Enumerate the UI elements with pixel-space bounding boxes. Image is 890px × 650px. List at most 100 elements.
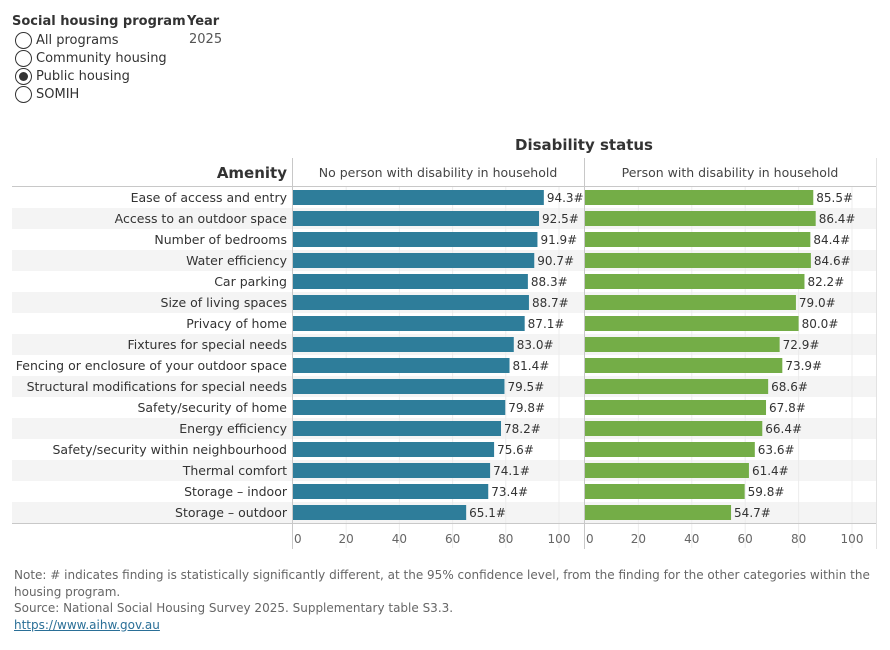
footer: Note: # indicates finding is statistical… [14, 567, 876, 633]
radio-button[interactable] [15, 31, 32, 49]
program-option-label: Community housing [36, 50, 167, 66]
category-label: Storage – indoor [184, 484, 288, 499]
program-option[interactable]: Community housing [12, 49, 186, 67]
data-label: 78.2# [504, 422, 541, 436]
data-label: 61.4# [752, 464, 789, 478]
data-label: 82.2# [807, 275, 844, 289]
program-option[interactable]: All programs [12, 31, 186, 49]
bar [585, 484, 745, 499]
program-option[interactable]: Public housing [12, 67, 186, 85]
data-label: 67.8# [769, 401, 806, 415]
bar [293, 211, 540, 226]
category-label: Energy efficiency [179, 421, 287, 436]
bar [585, 463, 749, 478]
footer-note: Note: # indicates finding is statistical… [14, 568, 870, 599]
data-label: 79.8# [508, 401, 545, 415]
data-label: 88.7# [532, 296, 569, 310]
data-label: 72.9# [783, 338, 820, 352]
radio-button[interactable] [15, 67, 32, 85]
data-label: 94.3# [547, 191, 584, 205]
bar [293, 484, 489, 499]
category-label: Car parking [214, 274, 287, 289]
data-label: 84.4# [813, 233, 850, 247]
bar [585, 274, 805, 289]
x-tick-label: 20 [631, 532, 646, 546]
data-label: 80.0# [802, 317, 839, 331]
category-label: Water efficiency [186, 253, 288, 268]
amenity-bar-chart: Disability status Amenity No person with d… [12, 136, 877, 549]
program-filter-title: Social housing program [12, 14, 186, 29]
radio-button[interactable] [15, 85, 32, 103]
data-label: 65.1# [469, 506, 506, 520]
data-label: 81.4# [513, 359, 550, 373]
data-label: 63.6# [758, 443, 795, 457]
data-label: 83.0# [517, 338, 554, 352]
year-filter-title: Year [187, 14, 220, 29]
data-label: 84.6# [814, 254, 851, 268]
bar [585, 400, 767, 415]
data-label: 91.9# [540, 233, 577, 247]
bar [585, 421, 763, 436]
bar [293, 190, 544, 205]
category-label: Fencing or enclosure of your outdoor spa… [16, 358, 288, 373]
bar [293, 253, 535, 268]
x-tick-label: 80 [498, 532, 513, 546]
year-value[interactable]: 2025 [189, 32, 223, 47]
program-option-label: SOMIH [36, 86, 80, 102]
category-label: Structural modifications for special nee… [27, 379, 287, 394]
x-tick-label: 0 [586, 532, 594, 546]
program-option[interactable]: SOMIH [12, 85, 186, 103]
bar [293, 358, 510, 373]
data-label: 92.5# [542, 212, 579, 226]
data-label: 88.3# [531, 275, 568, 289]
category-label: Safety/security of home [137, 400, 287, 415]
program-option-label: All programs [36, 32, 119, 48]
data-label: 85.5# [816, 191, 853, 205]
bar [293, 316, 525, 331]
x-tick-label: 40 [684, 532, 699, 546]
data-label: 66.4# [765, 422, 802, 436]
radio-button[interactable] [15, 49, 32, 67]
bar [585, 253, 811, 268]
bar [293, 274, 528, 289]
data-label: 68.6# [771, 380, 808, 394]
bar [293, 337, 514, 352]
data-label: 73.4# [491, 485, 528, 499]
x-tick-label: 100 [548, 532, 571, 546]
data-label: 79.0# [799, 296, 836, 310]
category-label: Size of living spaces [161, 295, 287, 310]
panel-header: No person with disability in household [319, 165, 558, 180]
panel-header: Person with disability in household [622, 165, 839, 180]
bar [585, 442, 755, 457]
bar [585, 211, 816, 226]
bar [585, 190, 814, 205]
x-tick-label: 100 [841, 532, 864, 546]
bar [293, 232, 538, 247]
category-label: Ease of access and entry [131, 190, 288, 205]
x-tick-label: 60 [738, 532, 753, 546]
bar [585, 295, 796, 310]
program-options: All programs Community housing Public hous… [12, 31, 186, 103]
bar [293, 463, 491, 478]
data-label: 54.7# [734, 506, 771, 520]
bar [293, 442, 495, 457]
program-option-label: Public housing [36, 68, 130, 84]
category-label: Number of bedrooms [154, 232, 287, 247]
data-label: 90.7# [537, 254, 574, 268]
bar [585, 379, 769, 394]
data-label: 73.9# [785, 359, 822, 373]
bar [585, 337, 780, 352]
category-label: Access to an outdoor space [115, 211, 288, 226]
footer-source: Source: National Social Housing Survey 2… [14, 601, 454, 615]
bar [293, 421, 502, 436]
data-label: 79.5# [507, 380, 544, 394]
category-label: Thermal comfort [182, 463, 287, 478]
category-label: Fixtures for special needs [127, 337, 287, 352]
data-label: 75.6# [497, 443, 534, 457]
footer-link[interactable]: https://www.aihw.gov.au [14, 617, 160, 632]
bar [585, 316, 799, 331]
data-label: 59.8# [748, 485, 785, 499]
bar [293, 400, 506, 415]
bar [293, 295, 529, 310]
bar [585, 232, 811, 247]
